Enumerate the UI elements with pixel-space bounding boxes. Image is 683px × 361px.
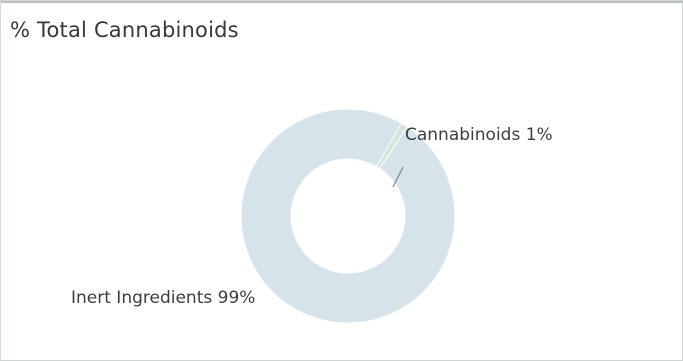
leader-line <box>392 166 404 188</box>
chart-title: % Total Cannabinoids <box>10 18 239 42</box>
donut-slice-inert-ingredients <box>240 108 456 324</box>
slice-label-inert-ingredients: Inert Ingredients 99% <box>71 288 255 308</box>
slice-label-cannabinoids: Cannabinoids 1% <box>405 125 553 145</box>
top-border <box>1 1 683 3</box>
